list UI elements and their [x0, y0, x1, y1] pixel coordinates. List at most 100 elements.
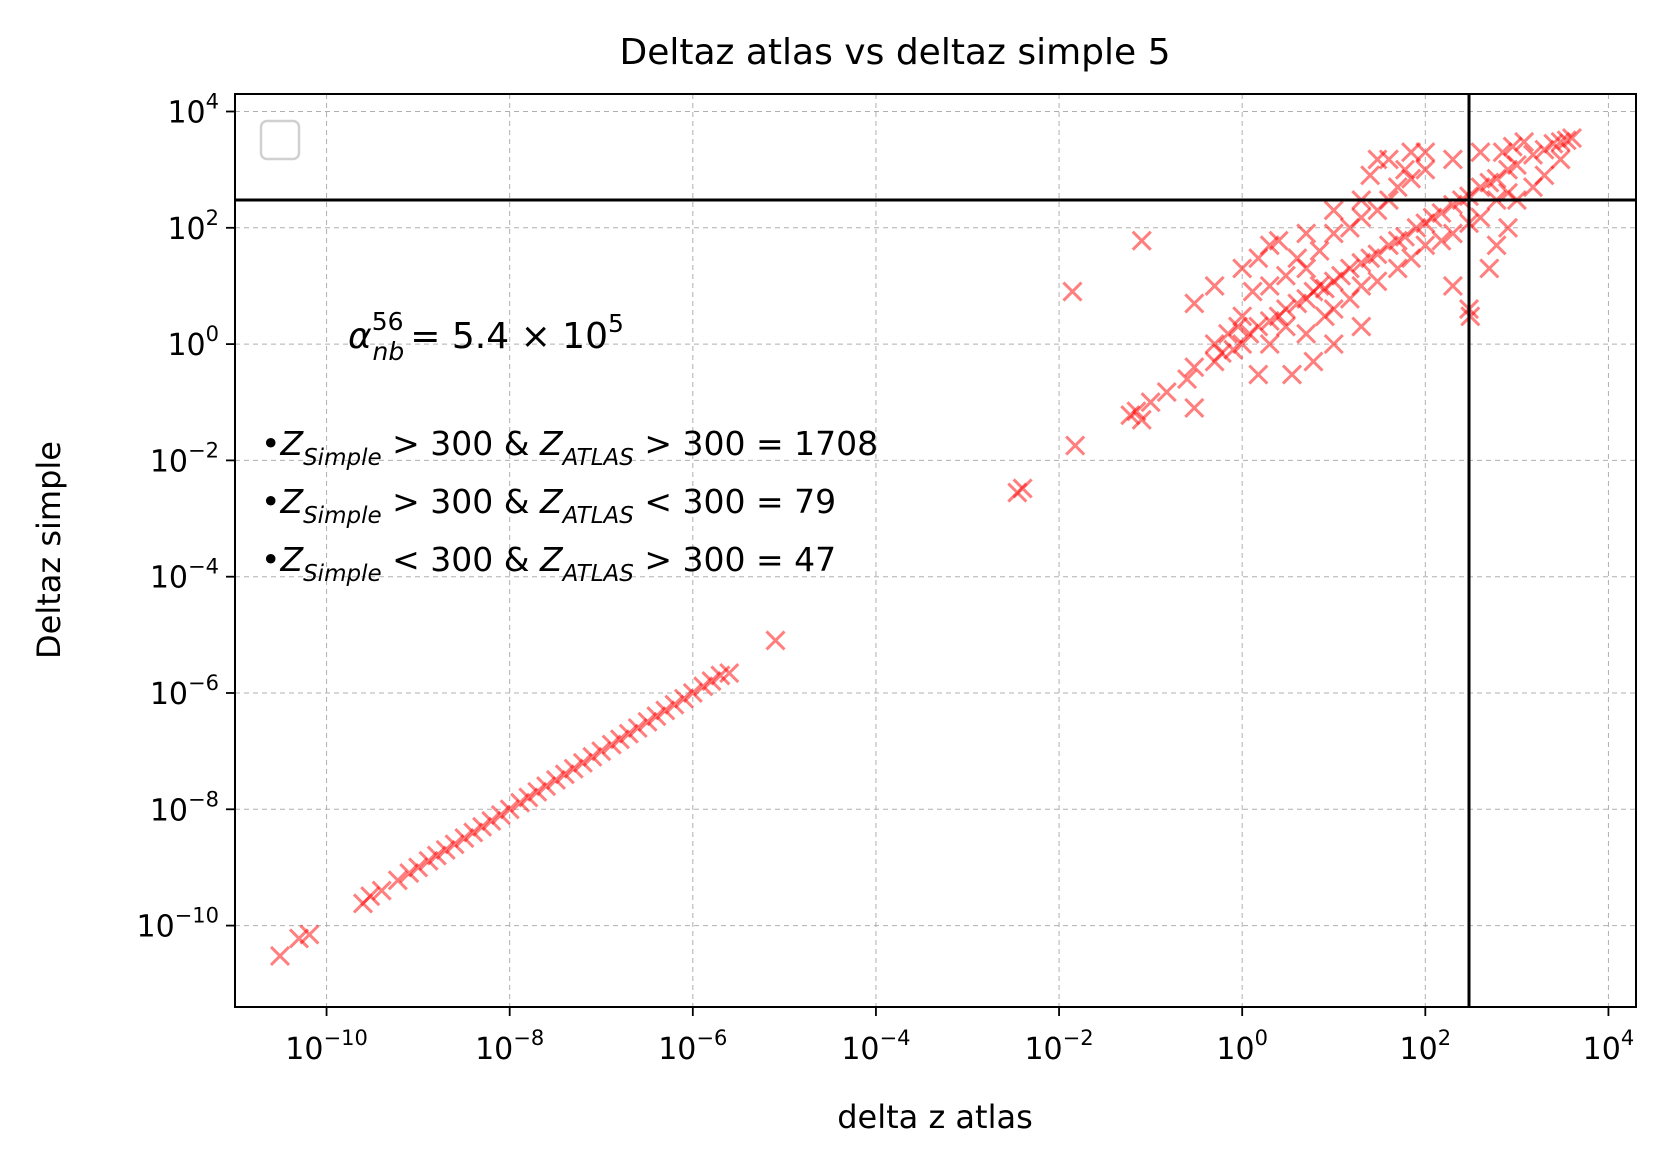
data-point: [1323, 223, 1344, 244]
data-point: [1131, 230, 1152, 251]
data-point: [1479, 258, 1500, 279]
data-point: [1394, 226, 1416, 247]
data-point: [545, 769, 567, 790]
data-point: [1486, 168, 1507, 189]
data-point: [1561, 127, 1583, 149]
data-point: [1259, 275, 1280, 297]
x-axis-ticks: 10−10 10−8 10−6 10−4 10−2 100 102 104: [285, 1007, 1634, 1067]
data-point: [1415, 142, 1436, 163]
reference-lines: [235, 94, 1636, 1007]
data-point: [1442, 223, 1463, 244]
data-point: [387, 870, 408, 891]
data-point: [1497, 217, 1519, 238]
data-point: [1351, 316, 1372, 337]
y-tick-label: 100: [167, 322, 219, 363]
data-point: [1281, 364, 1303, 385]
data-point: [765, 630, 786, 651]
data-point: [1387, 177, 1408, 198]
data-point: [646, 706, 667, 727]
data-point: [1323, 299, 1344, 320]
grid-lines: [235, 94, 1636, 1007]
data-point: [1514, 131, 1535, 152]
data-point: [399, 863, 420, 884]
data-point: [408, 857, 429, 878]
data-point: [1442, 149, 1463, 170]
data-point: [1227, 316, 1249, 337]
count-annotation: •ZSimple < 300 & ZATLAS > 300 = 47: [261, 540, 836, 587]
data-point: [1184, 397, 1205, 418]
data-point: [1339, 258, 1360, 279]
data-point: [682, 682, 703, 704]
data-point: [582, 746, 603, 767]
data-point: [1296, 323, 1317, 344]
data-point: [1012, 478, 1033, 499]
data-point: [1522, 144, 1544, 165]
y-axis-ticks: 10−10 10−8 10−6 10−4 10−2 100 102 104: [136, 90, 235, 945]
data-point: [554, 764, 575, 785]
data-point: [1323, 334, 1344, 355]
data-point: [1248, 316, 1269, 337]
y-tick-label: 10−8: [150, 787, 219, 828]
data-point: [1534, 139, 1555, 160]
data-point: [288, 928, 310, 949]
data-point: [1415, 235, 1436, 256]
data-point: [1401, 168, 1422, 189]
data-point: [1259, 235, 1280, 256]
plot-area-frame: [234, 93, 1637, 1008]
data-point: [719, 663, 740, 684]
data-point: [426, 845, 447, 866]
data-point: [472, 816, 493, 837]
data-point: [527, 781, 548, 802]
data-point: [1184, 357, 1205, 378]
x-tick-label: 10−10: [285, 1026, 368, 1067]
x-tick-label: 10−4: [841, 1026, 910, 1067]
annotations: α56 nb = 5.4 × 105 •ZSimple > 300 & ZATLAS …: [261, 307, 878, 587]
data-point: [1367, 149, 1388, 170]
data-point: [1415, 159, 1436, 180]
data-point: [1232, 334, 1253, 355]
data-point: [572, 752, 593, 773]
data-point: [563, 758, 584, 779]
data-point: [1323, 200, 1344, 221]
alpha-annotation: α56 nb = 5.4 × 105: [348, 307, 624, 366]
data-point: [1065, 435, 1086, 456]
chart-title: Deltaz atlas vs deltaz simple 5: [619, 32, 1170, 73]
data-point: [1242, 281, 1263, 302]
data-point: [1204, 275, 1225, 297]
data-point: [1550, 131, 1571, 152]
data-point: [1486, 235, 1507, 256]
data-point: [655, 700, 676, 721]
data-point: [1387, 258, 1408, 279]
y-tick-label: 102: [167, 206, 219, 247]
data-point: [1204, 334, 1225, 355]
data-point: [299, 924, 320, 945]
data-point: [435, 839, 456, 860]
y-tick-label: 10−2: [150, 438, 219, 479]
data-point: [1401, 142, 1422, 163]
data-point: [1367, 271, 1388, 292]
y-tick-label: 104: [167, 90, 219, 131]
x-axis-label: delta z atlas: [837, 1098, 1033, 1136]
data-point: [1156, 381, 1177, 403]
data-point: [673, 688, 694, 709]
data-point: [1232, 258, 1253, 279]
data-point: [618, 723, 639, 744]
y-tick-label: 10−4: [150, 555, 219, 596]
data-point: [1275, 316, 1296, 337]
data-point: [664, 694, 685, 715]
data-point: [1275, 265, 1296, 286]
data-point: [1394, 159, 1416, 180]
data-point: [1131, 409, 1152, 430]
data-point: [536, 776, 557, 797]
data-point: [1492, 142, 1513, 163]
data-point: [1303, 351, 1324, 372]
data-point: [1556, 130, 1577, 151]
y-axis-label: Deltaz simple: [30, 441, 68, 659]
data-point: [1296, 258, 1317, 279]
x-tick-label: 104: [1583, 1026, 1635, 1067]
data-point: [1367, 244, 1388, 265]
data-point: [1534, 165, 1555, 186]
data-point: [1502, 136, 1523, 157]
y-tick-label: 10−6: [150, 671, 219, 712]
